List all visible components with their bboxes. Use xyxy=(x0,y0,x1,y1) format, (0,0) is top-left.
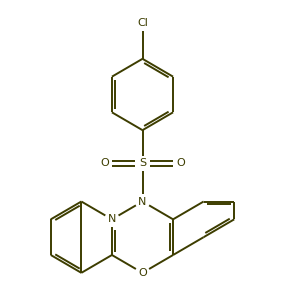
Text: O: O xyxy=(176,158,185,168)
Text: N: N xyxy=(108,214,116,224)
Text: O: O xyxy=(100,158,109,168)
Text: N: N xyxy=(138,197,147,207)
Text: S: S xyxy=(139,158,146,168)
Text: Cl: Cl xyxy=(137,18,148,28)
Text: O: O xyxy=(138,268,147,278)
